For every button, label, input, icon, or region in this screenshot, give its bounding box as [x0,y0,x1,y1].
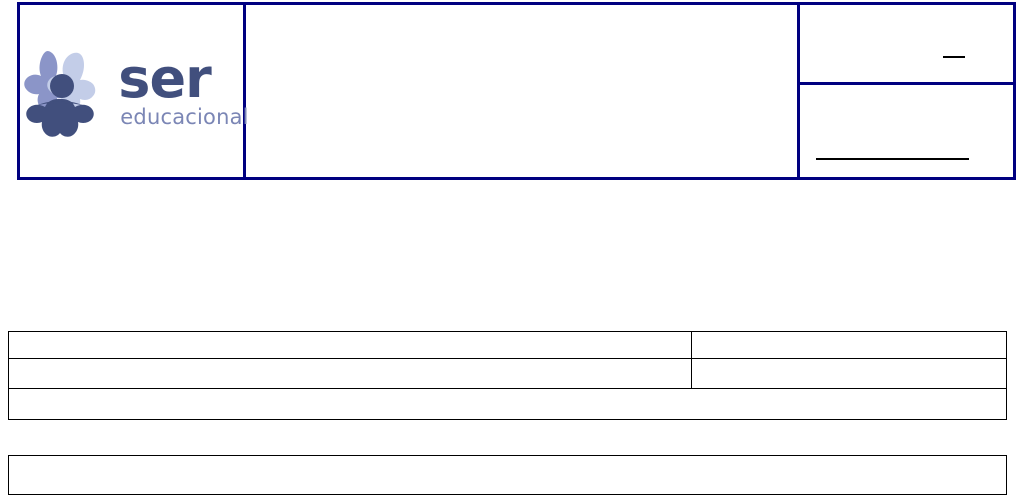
star-people-logo-icon [24,51,96,137]
logo-wordmark: ser educacional [118,47,249,129]
long-underline-rule [816,158,969,160]
mid-form-table [8,331,1008,420]
logo-wordmark-primary: ser [118,47,211,111]
short-underline-rule [943,56,965,58]
document-body-blank-area [8,196,1007,322]
mid-cell-r2c2[interactable] [690,358,1008,389]
mid-cell-r1c2[interactable] [690,331,1008,359]
bottom-cell-r1c1[interactable] [8,455,1007,495]
table-row [8,358,1008,389]
mid-cell-r3c1[interactable] [8,388,1007,420]
mid-cell-r2c1[interactable] [8,358,692,389]
header-right-top-cell [800,5,1013,85]
header-table: ser educacional [17,2,1016,180]
header-logo-cell: ser educacional [20,5,249,177]
logo-wordmark-secondary: educacional [120,104,249,129]
header-right-column [800,5,1013,177]
header-title-cell [246,5,800,177]
bottom-form-table [8,455,1007,495]
mid-cell-r1c1[interactable] [8,331,692,359]
ser-educacional-logo: ser educacional [10,43,249,139]
table-row [8,455,1007,495]
table-row [8,331,1008,359]
header-right-bottom-cell [800,85,1013,177]
table-row [8,388,1007,420]
